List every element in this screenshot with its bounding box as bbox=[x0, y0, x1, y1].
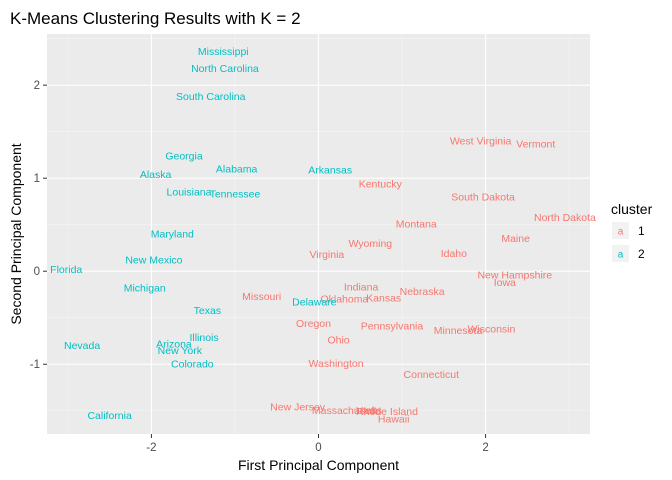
chart-title: K-Means Clustering Results with K = 2 bbox=[10, 9, 301, 28]
legend-key-glyph: a bbox=[618, 227, 624, 238]
point-label: Arkansas bbox=[308, 164, 352, 176]
legend-title: cluster bbox=[611, 201, 653, 217]
point-label: Tennessee bbox=[210, 189, 261, 201]
point-label: Alaska bbox=[140, 169, 172, 181]
point-label: Oregon bbox=[296, 318, 331, 330]
grid-major bbox=[47, 34, 590, 434]
legend-label: 1 bbox=[638, 224, 645, 238]
point-label: Michigan bbox=[124, 282, 166, 294]
legend-key-glyph: a bbox=[618, 250, 624, 261]
point-label: Arizona bbox=[156, 338, 192, 350]
y-tick-label: 1 bbox=[34, 173, 40, 185]
point-label: Delaware bbox=[292, 296, 337, 308]
point-label: Louisiana bbox=[167, 187, 212, 199]
point-label: Minnesota bbox=[434, 325, 483, 337]
point-label: Maine bbox=[501, 233, 530, 245]
point-label: Utah bbox=[356, 405, 378, 417]
point-label: New Hampshire bbox=[477, 269, 552, 281]
point-label: New York bbox=[158, 345, 203, 357]
point-label: Oklahoma bbox=[320, 294, 368, 306]
point-label: Ohio bbox=[327, 335, 349, 347]
point-label: Colorado bbox=[171, 359, 214, 371]
point-label: Mississippi bbox=[198, 46, 249, 58]
point-label: Virginia bbox=[309, 249, 344, 261]
legend-key bbox=[612, 245, 629, 262]
point-label: Idaho bbox=[441, 248, 467, 260]
point-label: Rhode Island bbox=[356, 406, 418, 418]
point-label: Florida bbox=[50, 264, 82, 276]
x-axis-title: First Principal Component bbox=[238, 457, 399, 473]
y-axis-title: Second Principal Component bbox=[8, 143, 24, 324]
y-axis: -1 0 1 2 bbox=[30, 80, 47, 371]
point-label: Vermont bbox=[516, 138, 555, 150]
point-label: Wisconsin bbox=[467, 323, 515, 335]
point-label: Hawaii bbox=[378, 414, 410, 426]
x-axis: -2 0 2 bbox=[146, 434, 489, 454]
point-label: Connecticut bbox=[404, 369, 460, 381]
point-label: New Mexico bbox=[125, 255, 182, 267]
point-label: Illinois bbox=[189, 332, 218, 344]
point-label: Kansas bbox=[366, 293, 401, 305]
point-label: South Carolina bbox=[176, 91, 246, 103]
point-label: Nevada bbox=[64, 340, 100, 352]
point-label: Montana bbox=[396, 218, 437, 230]
y-tick-label: -1 bbox=[30, 359, 40, 371]
y-tick-label: 2 bbox=[34, 80, 40, 92]
point-label: Missouri bbox=[242, 291, 281, 303]
point-label: Indiana bbox=[344, 282, 379, 294]
point-label: Texas bbox=[194, 305, 221, 317]
x-tick-label: -2 bbox=[146, 442, 156, 454]
point-label: Washington bbox=[309, 358, 364, 370]
point-label: Kentucky bbox=[359, 178, 403, 190]
point-label: Massachusetts bbox=[312, 405, 382, 417]
point-label: Nebraska bbox=[400, 286, 445, 298]
point-label: South Dakota bbox=[451, 191, 515, 203]
point-label: California bbox=[87, 410, 132, 422]
legend-key bbox=[612, 222, 629, 239]
point-label: Wyoming bbox=[348, 238, 392, 250]
point-label: Georgia bbox=[165, 150, 203, 162]
point-label: Iowa bbox=[494, 277, 516, 289]
legend: cluster a 1 a 2 bbox=[611, 201, 653, 262]
legend-entries: a 1 a 2 bbox=[612, 222, 645, 262]
y-tick-label: 0 bbox=[34, 266, 40, 278]
legend-label: 2 bbox=[638, 247, 645, 261]
point-label: New Jersey bbox=[270, 402, 326, 414]
point-label: North Dakota bbox=[534, 212, 596, 224]
point-label: Maryland bbox=[151, 229, 194, 241]
x-tick-label: 2 bbox=[482, 442, 488, 454]
point-labels: West Virginia Vermont Kentucky South Dakota… bbox=[50, 46, 596, 425]
point-label: Alabama bbox=[216, 163, 258, 175]
point-label: North Carolina bbox=[191, 63, 259, 75]
x-tick-label: 0 bbox=[315, 442, 321, 454]
point-label: Pennsylvania bbox=[361, 321, 424, 333]
point-label: West Virginia bbox=[450, 135, 512, 147]
